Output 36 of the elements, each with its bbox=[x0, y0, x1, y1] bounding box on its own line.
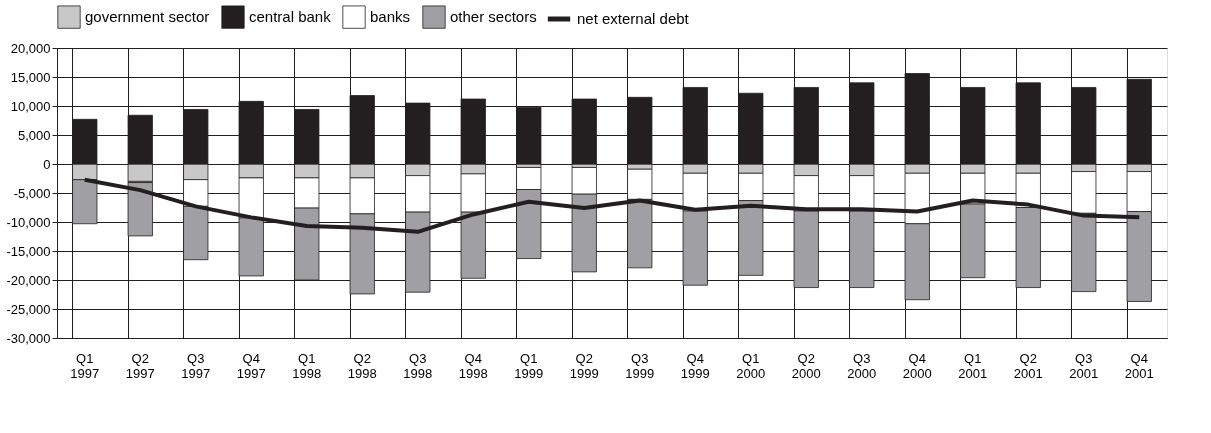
y-tick-label: -30,000 bbox=[6, 330, 51, 346]
y-tick-label: 5,000 bbox=[17, 127, 51, 143]
x-tick-label: Q4 2000 bbox=[902, 350, 932, 381]
y-tick-label: -10,000 bbox=[6, 214, 51, 230]
legend-label: government sector bbox=[85, 8, 210, 26]
x-tick-label: Q1 2000 bbox=[736, 350, 766, 381]
y-tick-label: -15,000 bbox=[6, 243, 51, 259]
x-tick-label: Q3 1998 bbox=[403, 350, 433, 381]
x-tick-label: Q3 1999 bbox=[625, 350, 655, 381]
x-tick-label: Q1 1999 bbox=[514, 350, 544, 381]
legend-label: other sectors bbox=[450, 8, 537, 26]
y-tick-label: 15,000 bbox=[10, 69, 51, 85]
y-tick-label: -25,000 bbox=[6, 301, 51, 317]
x-tick-label: Q2 1997 bbox=[125, 350, 155, 381]
x-tick-label: Q4 1998 bbox=[458, 350, 488, 381]
legend-label: banks bbox=[370, 8, 411, 26]
y-tick-label: 10,000 bbox=[10, 98, 51, 114]
legend-label: net external debt bbox=[577, 10, 690, 27]
x-tick-label: Q1 1997 bbox=[70, 350, 100, 381]
x-tick-label: Q1 1998 bbox=[292, 350, 322, 381]
x-tick-label: Q2 2001 bbox=[1013, 350, 1043, 381]
y-tick-label: -5,000 bbox=[13, 185, 51, 201]
x-tick-label: Q4 1997 bbox=[236, 350, 266, 381]
x-tick-label: Q3 1997 bbox=[181, 350, 211, 381]
x-tick-label: Q3 2000 bbox=[847, 350, 877, 381]
y-tick-label: -20,000 bbox=[6, 272, 51, 288]
x-tick-label: Q2 1998 bbox=[347, 350, 377, 381]
x-tick-label: Q2 1999 bbox=[569, 350, 599, 381]
x-tick-label: Q4 1999 bbox=[680, 350, 710, 381]
x-tick-label: Q4 2001 bbox=[1124, 350, 1154, 381]
x-tick-label: Q2 2000 bbox=[791, 350, 821, 381]
y-tick-label: 0 bbox=[43, 156, 51, 172]
x-tick-label: Q3 2001 bbox=[1069, 350, 1099, 381]
y-tick-label: 20,000 bbox=[10, 40, 51, 56]
x-tick-label: Q1 2001 bbox=[958, 350, 988, 381]
legend-label: central bank bbox=[249, 8, 332, 26]
